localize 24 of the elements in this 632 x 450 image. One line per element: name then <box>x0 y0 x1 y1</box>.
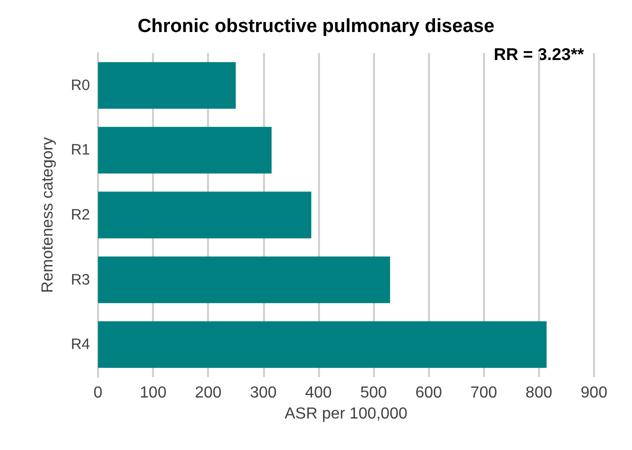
x-axis-title: ASR per 100,000 <box>284 405 408 422</box>
y-tick-label: R3 <box>70 271 90 288</box>
x-tick-label: 300 <box>250 384 277 402</box>
y-tick-label: R0 <box>70 76 90 94</box>
annotation: RR = 3.23** <box>494 45 584 64</box>
x-tick-label: 500 <box>360 384 387 402</box>
y-tick-label: R1 <box>70 142 90 159</box>
x-tick-label: 100 <box>140 384 167 402</box>
x-tick-label: 0 <box>94 384 103 402</box>
x-tick-label: 800 <box>526 384 552 402</box>
y-tick-label: R2 <box>70 206 90 224</box>
bar <box>98 192 312 238</box>
bar <box>98 126 272 174</box>
y-axis-title: Remoteness category <box>40 137 56 293</box>
bar <box>98 62 236 109</box>
x-tick-label: 200 <box>194 384 222 402</box>
bar <box>98 256 390 304</box>
x-tick-label: 900 <box>580 384 608 402</box>
chart-title: Chronic obstructive pulmonary disease <box>138 16 494 37</box>
bar <box>98 321 547 368</box>
y-tick-label: R4 <box>70 336 90 354</box>
x-tick-label: 400 <box>305 384 332 402</box>
x-tick-label: 600 <box>415 384 442 402</box>
x-tick-label: 700 <box>470 384 498 402</box>
